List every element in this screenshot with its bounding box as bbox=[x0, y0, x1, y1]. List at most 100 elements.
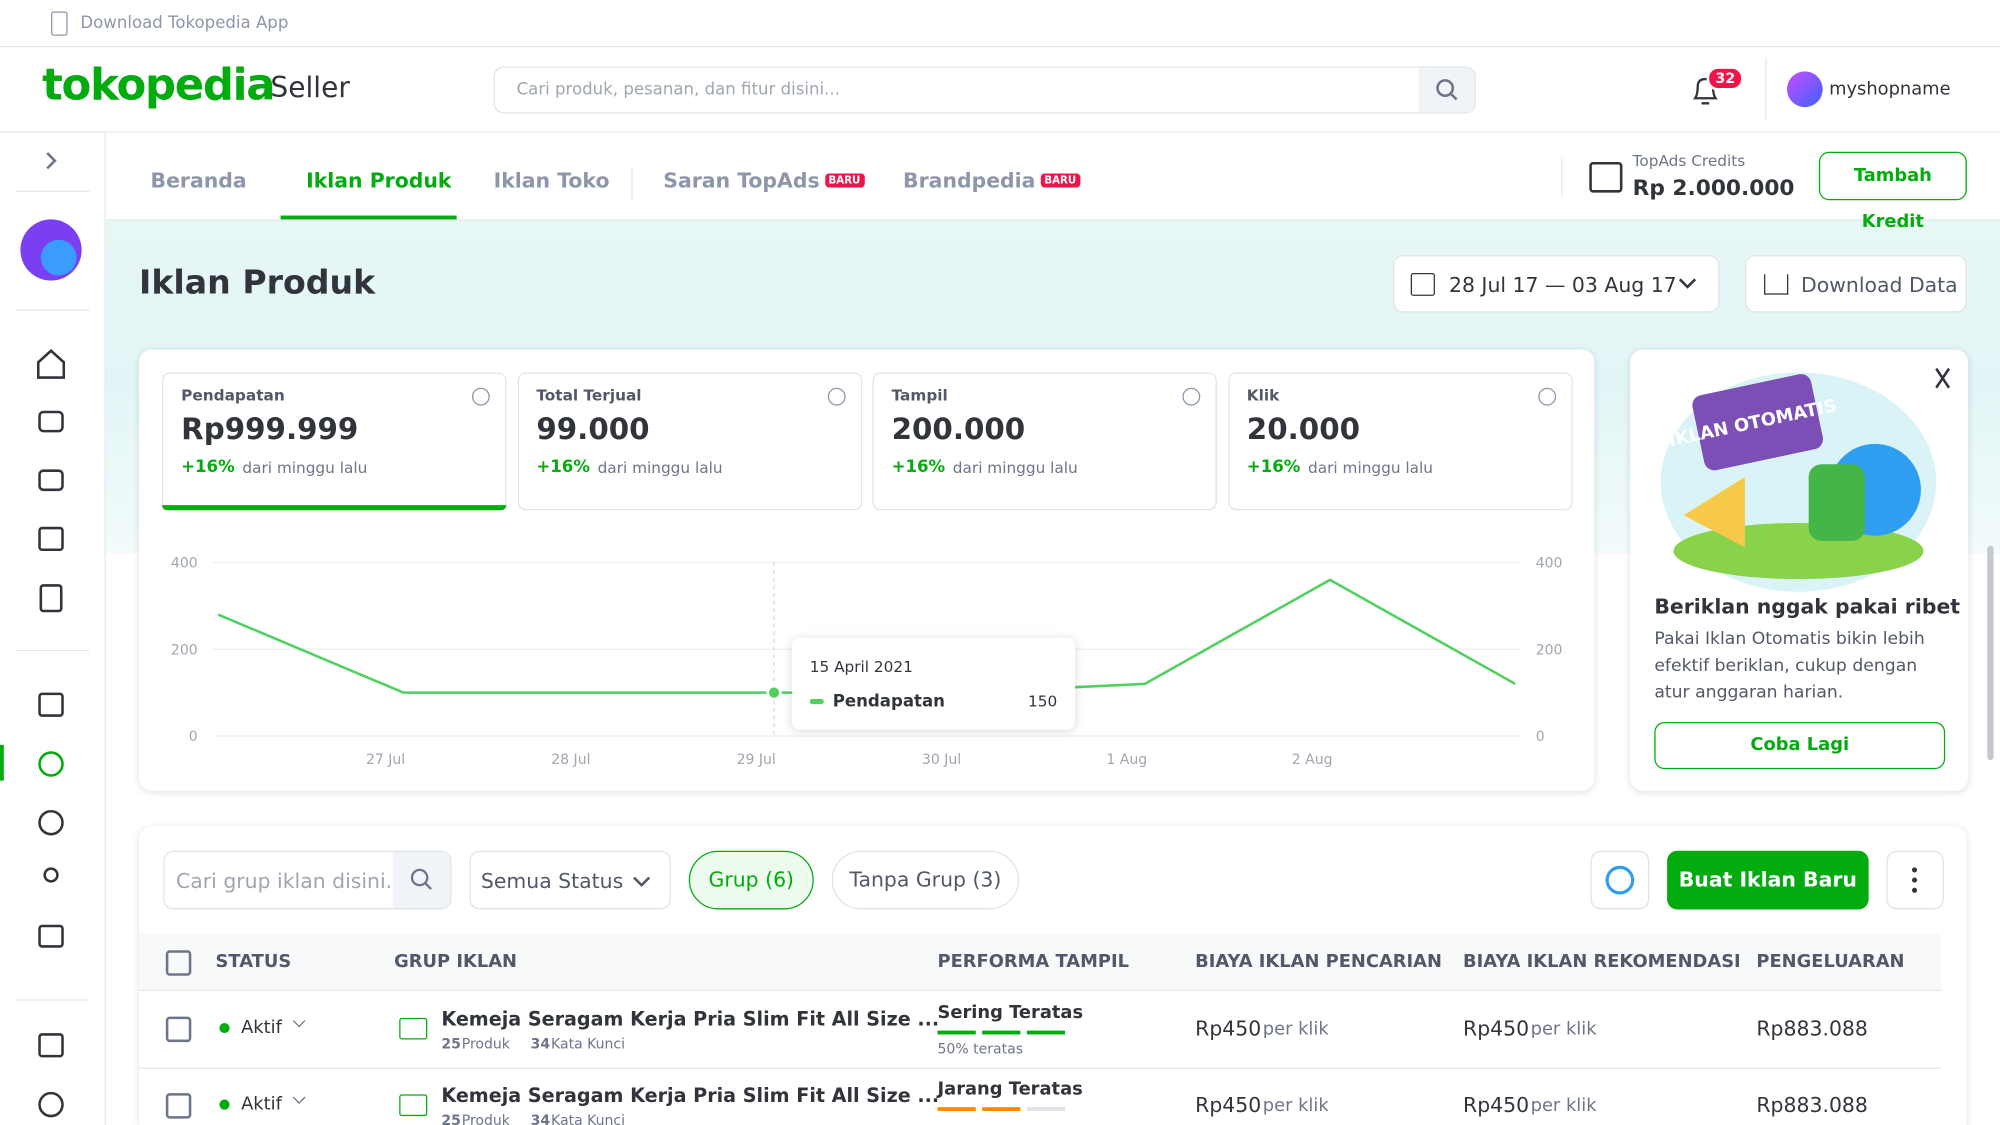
shop-name[interactable]: myshopname bbox=[1829, 79, 1951, 100]
promo-card: IKLAN OTOMATIS Beriklan nggak pakai ribe… bbox=[1630, 349, 1969, 791]
promo-text: Pakai Iklan Otomatis bikin lebih efektif… bbox=[1654, 628, 1925, 703]
group-search[interactable]: Cari grup iklan disini.. bbox=[163, 850, 452, 910]
spend: Rp883.088 bbox=[1756, 1093, 1868, 1118]
calendar-icon bbox=[1410, 272, 1435, 296]
per-click: per klik bbox=[1530, 1019, 1597, 1040]
group-search-placeholder: Cari grup iklan disini.. bbox=[176, 868, 399, 893]
select-all-checkbox[interactable] bbox=[165, 950, 192, 976]
tooltip bbox=[791, 637, 1076, 730]
tab[interactable]: Iklan Toko bbox=[494, 168, 610, 219]
tab-label: Beranda bbox=[150, 168, 247, 193]
tab[interactable]: Saran TopAds BARU bbox=[663, 168, 865, 219]
metric-card[interactable]: Klik 20.000 +16% dari minggu lalu bbox=[1227, 372, 1573, 511]
shop-avatar[interactable] bbox=[1786, 71, 1823, 108]
x-tick-label: 30 Jul bbox=[922, 752, 961, 768]
search-box[interactable]: Cari produk, pesanan, dan fitur disini..… bbox=[493, 66, 1476, 114]
date-picker[interactable]: 28 Jul 17 — 03 Aug 17 bbox=[1392, 255, 1720, 313]
tab[interactable]: Iklan Produk bbox=[306, 168, 451, 219]
column-header: PENGELUARAN bbox=[1756, 951, 1905, 972]
group-name[interactable]: Kemeja Seragam Kerja Pria Slim Fit All S… bbox=[441, 1084, 940, 1108]
metric-change: +16% bbox=[536, 457, 590, 478]
bell-icon[interactable] bbox=[1686, 70, 1724, 108]
metric-label: Tampil bbox=[891, 386, 948, 405]
notification-badge: 32 bbox=[1706, 66, 1745, 91]
keyword-count: 34 bbox=[530, 1035, 551, 1053]
tab-label: Iklan Produk bbox=[306, 168, 452, 193]
metric-card[interactable]: Tampil 200.000 +16% dari minggu lalu bbox=[872, 372, 1217, 511]
tab[interactable]: Beranda bbox=[151, 168, 247, 219]
tab-indicator bbox=[280, 215, 457, 220]
promo-title: Beriklan nggak pakai ribet bbox=[1654, 594, 1961, 619]
header: tokopedia Seller Cari produk, pesanan, d… bbox=[0, 47, 2000, 133]
group-chip[interactable]: Grup (6) bbox=[688, 850, 814, 910]
cost: Rp450 bbox=[1463, 1016, 1530, 1041]
date-range: 28 Jul 17 — 03 Aug 17 bbox=[1448, 272, 1677, 298]
phone-icon bbox=[51, 11, 68, 36]
search-button[interactable] bbox=[1418, 67, 1475, 113]
metric-label: Total Terjual bbox=[536, 386, 642, 405]
create-ad-button[interactable]: Buat Iklan Baru bbox=[1667, 850, 1869, 910]
credits-amount: Rp 2.000.000 bbox=[1632, 176, 1795, 202]
credits-label[interactable]: TopAds Credits bbox=[1632, 151, 1746, 170]
metric-card[interactable]: Total Terjual 99.000 +16% dari minggu lalu bbox=[517, 372, 862, 511]
column-header: BIAYA IKLAN REKOMENDASI bbox=[1463, 951, 1741, 972]
table-row[interactable]: Aktif Kemeja Seragam Kerja Pria Slim Fit … bbox=[139, 991, 1942, 1069]
more-button[interactable] bbox=[1886, 850, 1944, 910]
table-header: STATUS GRUP IKLAN PERFORMA TAMPIL BIAYA IKL… bbox=[139, 933, 1942, 992]
cost: Rp450 bbox=[1195, 1093, 1262, 1118]
row-status: Aktif bbox=[241, 1094, 282, 1115]
metric-note: dari minggu lalu bbox=[597, 459, 723, 478]
sidebar bbox=[0, 132, 106, 1125]
tab[interactable]: Brandpedia BARU bbox=[903, 168, 1080, 219]
performance-bar bbox=[1026, 1030, 1066, 1035]
download-button[interactable]: Download Data bbox=[1744, 255, 1967, 313]
table-row[interactable]: Aktif Kemeja Seragam Kerja Pria Slim Fit … bbox=[139, 1068, 1941, 1125]
keyword-label: Kata Kunci bbox=[551, 1035, 626, 1053]
status-dropdown[interactable]: Semua Status bbox=[469, 850, 671, 910]
tooltip-swatch bbox=[809, 698, 824, 705]
status-chevron[interactable] bbox=[292, 1014, 306, 1028]
product-label: Produk bbox=[461, 1112, 510, 1125]
column-header: BIAYA IKLAN PENCARIAN bbox=[1195, 951, 1442, 972]
tab-label: Saran TopAds bbox=[663, 168, 820, 193]
row-checkbox[interactable] bbox=[165, 1093, 192, 1119]
no-group-chip[interactable]: Tanpa Grup (3) bbox=[831, 850, 1020, 910]
column-header: STATUS bbox=[215, 951, 292, 972]
tab-badge: BARU bbox=[824, 173, 865, 188]
group-name[interactable]: Kemeja Seragam Kerja Pria Slim Fit All S… bbox=[441, 1007, 940, 1031]
download-app[interactable]: Download Tokopedia App bbox=[80, 14, 289, 34]
divider bbox=[1765, 57, 1767, 122]
metric-note: dari minggu lalu bbox=[952, 459, 1078, 478]
status-chevron[interactable] bbox=[292, 1091, 306, 1104]
metric-value: 20.000 bbox=[1246, 413, 1361, 447]
search-button[interactable] bbox=[392, 852, 451, 909]
folder-icon bbox=[399, 1017, 428, 1040]
page-title: Iklan Produk bbox=[139, 264, 376, 303]
performance: Sering Teratas bbox=[937, 1002, 1084, 1023]
hover-point bbox=[766, 684, 782, 701]
cost: Rp450 bbox=[1463, 1093, 1530, 1118]
download-label: Download Data bbox=[1801, 272, 1958, 298]
tooltip-date: 15 April 2021 bbox=[810, 658, 913, 676]
per-click: per klik bbox=[1262, 1019, 1329, 1040]
info-icon bbox=[471, 387, 490, 406]
tab-label: Iklan Toko bbox=[493, 168, 610, 193]
auto-ads-button[interactable] bbox=[1590, 850, 1650, 910]
metric-card[interactable]: Pendapatan Rp999.999 +16% dari minggu lalu bbox=[161, 372, 507, 511]
performance-bar bbox=[982, 1107, 1021, 1111]
tab-badge: BARU bbox=[1040, 173, 1080, 188]
row-checkbox[interactable] bbox=[165, 1016, 192, 1043]
y-tick-label: 400 bbox=[171, 556, 198, 572]
info-icon bbox=[827, 387, 846, 406]
retry-button[interactable]: Coba Lagi bbox=[1654, 721, 1946, 770]
y-tick-label: 0 bbox=[189, 729, 198, 745]
cost: Rp450 bbox=[1195, 1016, 1262, 1041]
topup-button[interactable]: Tambah Kredit bbox=[1818, 151, 1967, 232]
search-icon bbox=[410, 868, 432, 890]
y2-tick-label: 200 bbox=[1536, 642, 1563, 658]
logo[interactable]: tokopedia bbox=[42, 59, 275, 111]
keyword-count: 34 bbox=[530, 1112, 551, 1125]
tooltip-value: 150 bbox=[1028, 693, 1057, 711]
y2-tick-label: 0 bbox=[1536, 729, 1545, 745]
divider bbox=[1561, 158, 1563, 197]
